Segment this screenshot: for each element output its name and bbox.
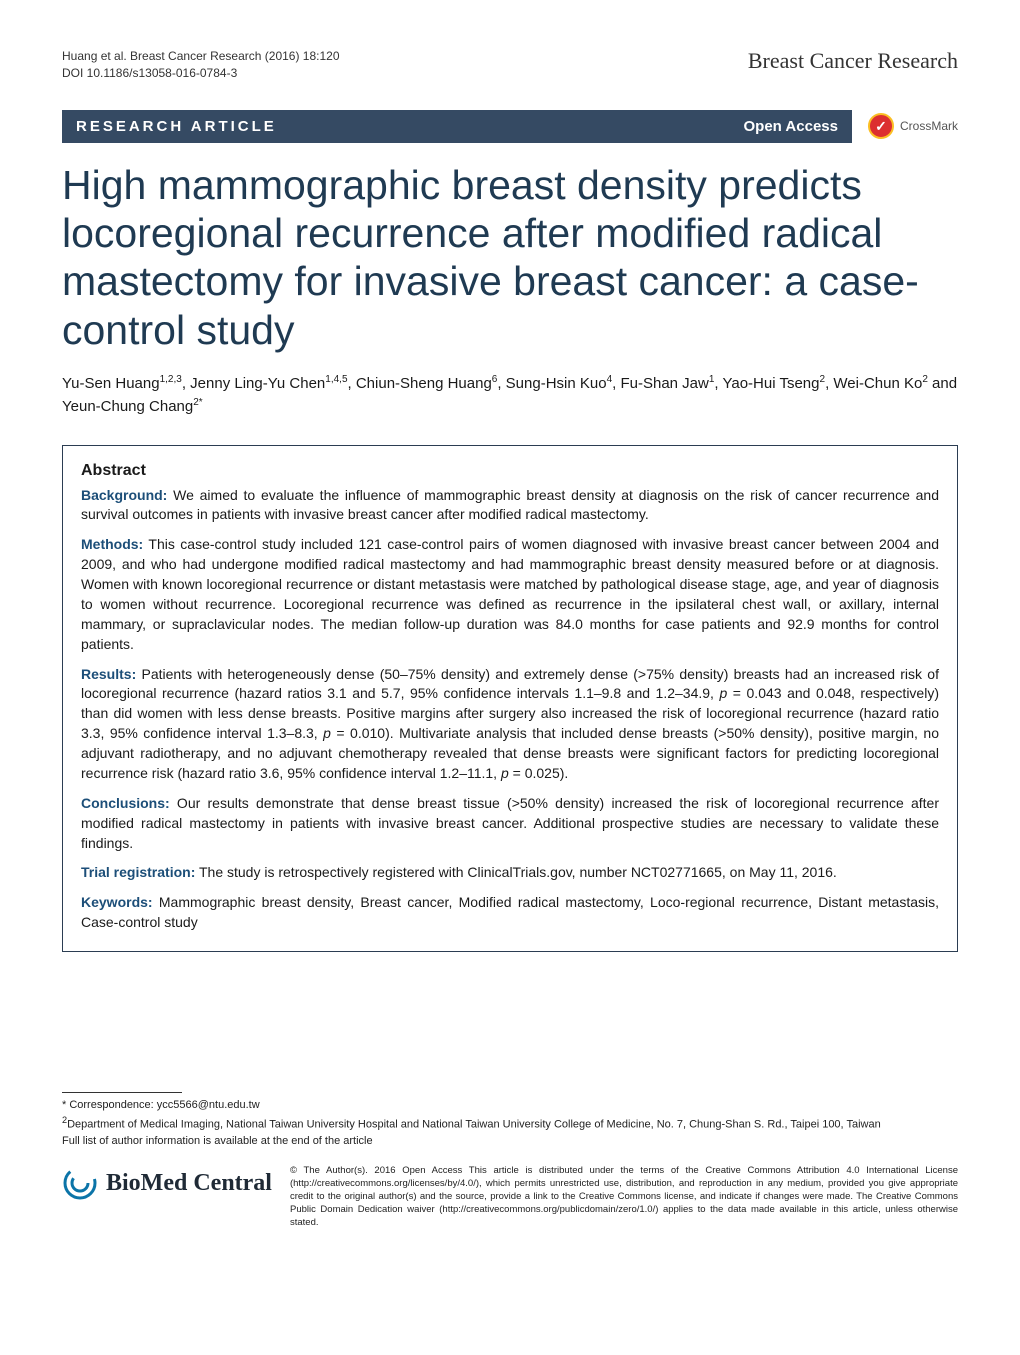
results-p3v: = 0.025). (509, 765, 569, 781)
abstract-background: Background: We aimed to evaluate the inf… (81, 486, 939, 526)
correspondence-affil: 2Department of Medical Imaging, National… (62, 1114, 958, 1133)
abstract-heading: Abstract (81, 462, 939, 480)
abstract-box: Abstract Background: We aimed to evaluat… (62, 445, 958, 953)
footer-row: BioMed Central © The Author(s). 2016 Ope… (62, 1165, 958, 1229)
abstract-results: Results: Patients with heterogeneously d… (81, 665, 939, 784)
trial-text: The study is retrospectively registered … (195, 864, 836, 880)
correspondence-email: * Correspondence: ycc5566@ntu.edu.tw (62, 1097, 958, 1114)
crossmark-icon: ✓ (868, 113, 894, 139)
background-label: Background: (81, 487, 167, 503)
license-text: © The Author(s). 2016 Open Access This a… (290, 1165, 958, 1229)
conclusions-label: Conclusions: (81, 795, 170, 811)
abstract-keywords: Keywords: Mammographic breast density, B… (81, 893, 939, 933)
background-text: We aimed to evaluate the influence of ma… (81, 487, 939, 523)
correspondence-block: * Correspondence: ycc5566@ntu.edu.tw 2De… (62, 1092, 958, 1149)
running-head: Huang et al. Breast Cancer Research (201… (62, 48, 958, 82)
conclusions-text: Our results demonstrate that dense breas… (81, 795, 939, 851)
article-title: High mammographic breast density predict… (62, 161, 958, 355)
abstract-trial: Trial registration: The study is retrosp… (81, 863, 939, 883)
biomed-logo-text: BioMed Central (106, 1170, 272, 1197)
article-type-bar: RESEARCH ARTICLE Open Access (62, 110, 852, 143)
trial-label: Trial registration: (81, 864, 195, 880)
biomed-logo: BioMed Central (62, 1165, 272, 1201)
crossmark-label: CrossMark (900, 119, 958, 133)
abstract-conclusions: Conclusions: Our results demonstrate tha… (81, 794, 939, 854)
methods-label: Methods: (81, 536, 143, 552)
article-type-label: RESEARCH ARTICLE (76, 118, 277, 135)
citation-line2: DOI 10.1186/s13058-016-0784-3 (62, 65, 340, 82)
keywords-label: Keywords: (81, 894, 153, 910)
citation-block: Huang et al. Breast Cancer Research (201… (62, 48, 340, 82)
biomed-swirl-icon (62, 1165, 98, 1201)
abstract-methods: Methods: This case-control study include… (81, 535, 939, 654)
citation-line1: Huang et al. Breast Cancer Research (201… (62, 48, 340, 65)
results-p3: p (501, 765, 509, 781)
author-list: Yu-Sen Huang1,2,3, Jenny Ling-Yu Chen1,4… (62, 372, 958, 419)
crossmark-badge[interactable]: ✓ CrossMark (868, 113, 958, 139)
results-label: Results: (81, 666, 136, 682)
methods-text: This case-control study included 121 cas… (81, 536, 939, 651)
results-p2: p (323, 725, 331, 741)
correspondence-affil-text: Department of Medical Imaging, National … (67, 1118, 881, 1130)
open-access-label: Open Access (743, 118, 838, 135)
correspondence-rule (62, 1092, 182, 1093)
keywords-text: Mammographic breast density, Breast canc… (81, 894, 939, 930)
journal-name: Breast Cancer Research (748, 48, 958, 74)
correspondence-fulllist: Full list of author information is avail… (62, 1133, 958, 1150)
article-type-row: RESEARCH ARTICLE Open Access ✓ CrossMark (62, 110, 958, 143)
